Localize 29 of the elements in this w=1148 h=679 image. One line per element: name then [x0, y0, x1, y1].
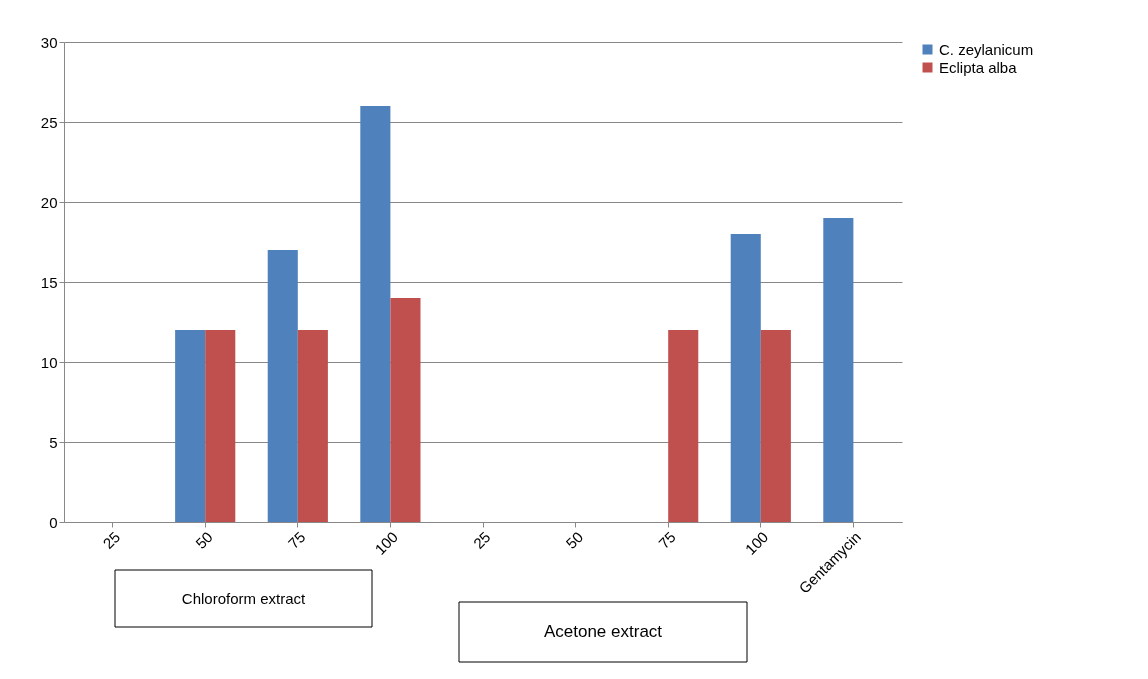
bar	[267, 250, 298, 522]
y-tick-label: 25	[40, 113, 58, 131]
bar	[823, 218, 854, 522]
y-tick-label: 5	[49, 433, 58, 451]
bar	[297, 330, 328, 522]
y-tick-label: 10	[40, 353, 58, 371]
y-tick-label: 30	[40, 33, 58, 51]
x-tick-label: 50	[562, 528, 587, 552]
x-tick-label: 100	[371, 528, 402, 558]
bar	[730, 234, 761, 522]
x-tick-label: 50	[192, 528, 216, 552]
y-tick-label: 15	[40, 273, 58, 291]
bar	[360, 106, 391, 522]
y-tick-label: 20	[40, 193, 58, 211]
x-tick-label: 75	[654, 528, 679, 552]
y-tick-label: 0	[49, 513, 58, 531]
bar	[390, 298, 421, 522]
x-tick-label: 25	[469, 528, 494, 552]
bar	[175, 330, 206, 522]
x-tick-label: 75	[284, 528, 309, 552]
bar	[668, 330, 699, 522]
bar	[205, 330, 236, 522]
legend-label: C. zeylanicum	[939, 40, 1034, 58]
bar	[760, 330, 791, 522]
text: Chloroform extract	[181, 589, 307, 607]
legend-label: Eclipta alba	[939, 58, 1018, 76]
x-tick-label: 100	[741, 528, 772, 558]
text: Acetone extract	[543, 622, 663, 641]
x-tick-label: 25	[99, 528, 124, 552]
